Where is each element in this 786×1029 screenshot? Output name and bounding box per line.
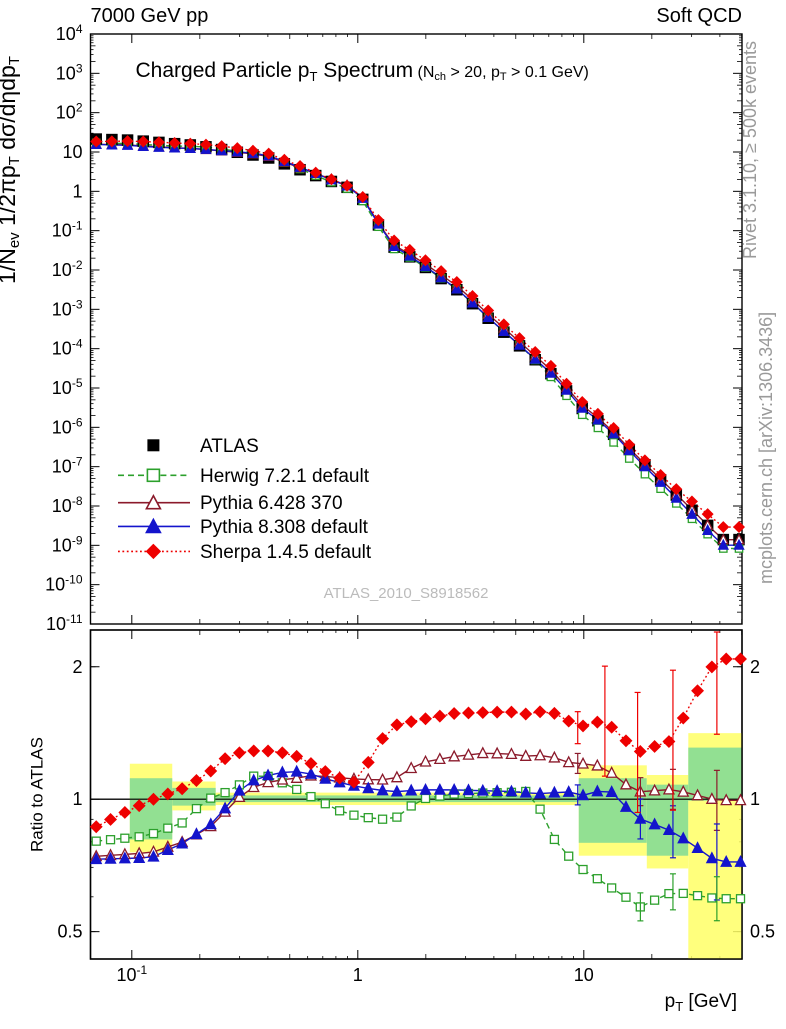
svg-text:10: 10 xyxy=(574,965,594,985)
svg-text:Ratio to ATLAS: Ratio to ATLAS xyxy=(28,737,47,852)
svg-text:0.5: 0.5 xyxy=(57,922,82,942)
svg-text:ATLAS: ATLAS xyxy=(200,436,259,457)
svg-text:7000 GeV pp: 7000 GeV pp xyxy=(91,5,209,27)
svg-text:Herwig 7.2.1 default: Herwig 7.2.1 default xyxy=(200,466,370,487)
svg-text:1/Nev 1/2πpT dσ/dηdpT: 1/Nev 1/2πpT dσ/dηdpT xyxy=(0,56,23,284)
svg-text:mcplots.cern.ch [arXiv:1306.34: mcplots.cern.ch [arXiv:1306.3436] xyxy=(756,312,776,584)
svg-text:Pythia 8.308 default: Pythia 8.308 default xyxy=(200,517,369,538)
svg-text:10: 10 xyxy=(62,142,82,162)
svg-text:0.5: 0.5 xyxy=(750,922,775,942)
svg-text:1: 1 xyxy=(353,965,363,985)
svg-text:1: 1 xyxy=(72,789,82,809)
svg-text:Soft QCD: Soft QCD xyxy=(656,5,742,27)
svg-text:1: 1 xyxy=(750,789,760,809)
svg-text:Rivet 3.1.10, ≥ 500k events: Rivet 3.1.10, ≥ 500k events xyxy=(740,41,760,259)
svg-text:2: 2 xyxy=(750,657,760,677)
svg-text:2: 2 xyxy=(72,657,82,677)
svg-text:1: 1 xyxy=(72,181,82,201)
svg-text:ATLAS_2010_S8918562: ATLAS_2010_S8918562 xyxy=(324,585,489,602)
svg-text:Sherpa 1.4.5 default: Sherpa 1.4.5 default xyxy=(200,542,372,563)
svg-text:Pythia 6.428 370: Pythia 6.428 370 xyxy=(200,493,343,514)
